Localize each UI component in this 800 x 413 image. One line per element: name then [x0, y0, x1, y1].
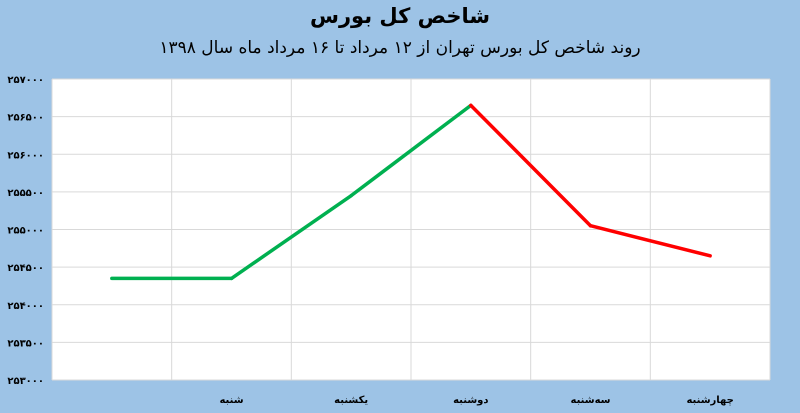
y-tick-label: ۲۵۵۰۰۰: [7, 226, 44, 237]
y-tick-label: ۲۵۶۰۰۰: [7, 150, 44, 161]
line-segment-up: [349, 103, 473, 198]
y-tick-label: ۲۵۴۰۰۰: [7, 301, 44, 312]
y-tick-label: ۲۵۳۵۰۰: [7, 338, 44, 349]
line-segment-down: [469, 103, 593, 228]
y-tick-label: ۲۵۵۵۰۰: [7, 188, 44, 199]
x-tick-label: سه‌شنبه: [571, 395, 611, 406]
x-tick-label: چهارشنبه: [686, 395, 733, 406]
y-tick-label: ۲۵۶۵۰۰: [7, 113, 44, 124]
x-tick-label: یکشنبه: [334, 395, 368, 406]
y-tick-label: ۲۵۷۰۰۰: [7, 75, 44, 86]
y-tick-label: ۲۵۳۰۰۰: [7, 376, 44, 387]
line-segment-down: [588, 223, 712, 258]
line-segment-up: [229, 193, 353, 281]
x-tick-label: شنبه: [219, 395, 243, 406]
chart-title: شاخص کل بورس: [309, 4, 491, 28]
y-tick-label: ۲۵۴۵۰۰: [7, 263, 44, 274]
x-tick-label: دوشنبه: [453, 395, 488, 406]
chart-subtitle: روند شاخص کل بورس تهران از ۱۲ مرداد تا ۱…: [159, 38, 641, 58]
